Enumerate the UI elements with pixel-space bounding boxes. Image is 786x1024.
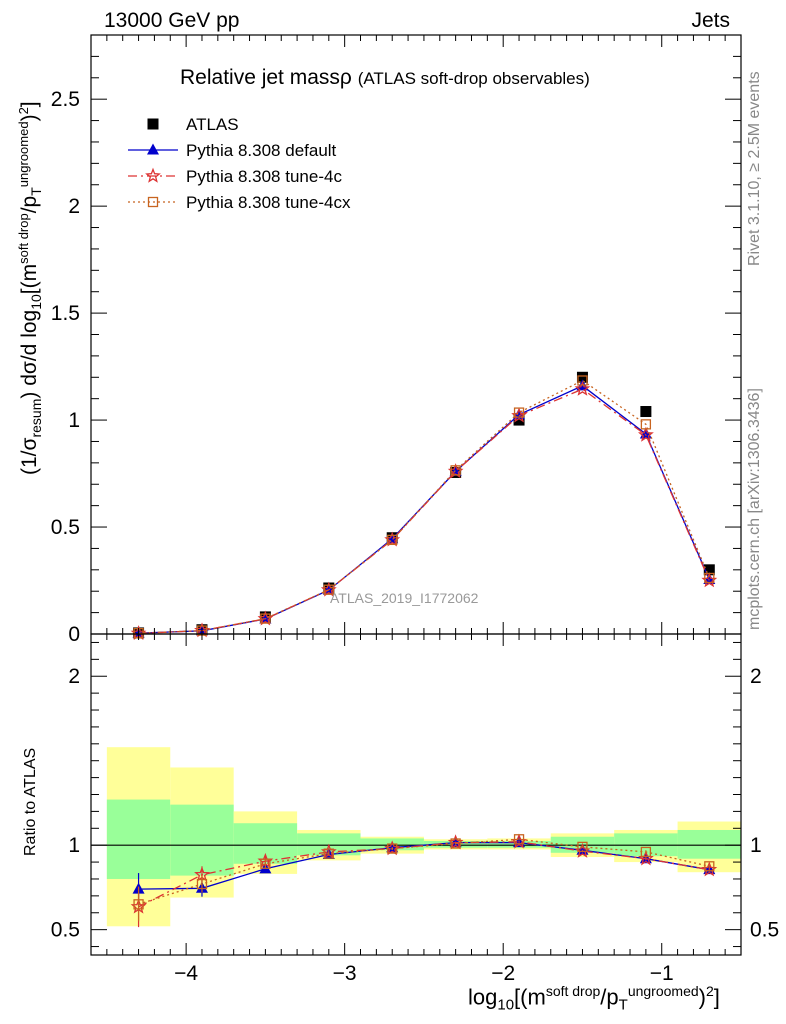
x-tick-label: −2 [491,962,515,985]
x-axis-label: log10[(msoft drop/pTungroomed)2] [468,983,720,1014]
main-point [323,584,334,595]
ratio-y-tick-label-right: 0.5 [750,919,779,942]
ratio-y-tick-label-left: 0.5 [51,919,80,942]
ratio-series-line [138,841,710,908]
ratio-point [513,834,525,845]
legend-entry: Pythia 8.308 default [128,141,337,160]
ratio-point [260,858,271,869]
ratio-point [323,848,334,859]
legend-marker [147,196,159,208]
main-point [637,426,654,442]
legend-label: Pythia 8.308 tune-4cx [186,193,351,212]
ratio-point [577,841,588,853]
mcplots-label: mcplots.cern.ch [arXiv:1306.3436] [746,388,763,630]
chart-subtitle: (ATLAS soft-drop observables) [357,69,590,88]
ratio-point [387,843,398,854]
main-point [513,414,525,426]
main-point [576,371,588,383]
main-y-tick-label: 0.5 [51,516,80,539]
main-y-tick-label: 1.5 [51,302,80,325]
main-y-tick-label: 2 [68,195,80,218]
legend-label: Pythia 8.308 default [186,141,337,160]
main-point [513,407,525,418]
ratio-series-layer [130,833,718,928]
ratio-y-tick-label-right: 2 [750,665,762,688]
legend-label: Pythia 8.308 tune-4c [186,167,342,186]
ratio-point [196,878,208,890]
legend-label: ATLAS [186,115,239,134]
main-y-tick-label: 1 [68,409,80,432]
main-point [703,564,715,576]
main-point [704,572,715,584]
chart-title-main: Relative jet massρ [180,66,352,89]
legend-marker [145,167,161,183]
main-point [387,534,398,546]
x-tick-label: −1 [650,962,674,985]
main-point [450,465,461,476]
header-process-label: 13000 GeV pp [104,9,240,32]
watermark-analysis-id: ATLAS_2019_I1772062 [330,590,479,606]
ratio-band-inner-bin [170,804,234,876]
rivet-version-label: Rivet 3.1.10, ≥ 2.5M events [746,71,763,266]
legend-marker [147,143,159,155]
main-point [260,613,271,624]
ratio-point [133,899,144,910]
main-y-tick-label: 0 [68,623,80,646]
main-series-line [138,379,710,634]
ratio-point [450,838,461,849]
ratio-band-layer [91,747,741,927]
ratio-y-tick-label-left: 1 [68,834,80,857]
main-point [640,419,652,430]
ratio-point [640,846,652,858]
legend: ATLAS Pythia 8.308 default Pythia 8.308 tu… [128,115,351,212]
y-axis-label-main: (1/σresum) dσ/d log10[(msoft drop/pTungr… [16,101,45,475]
ratio-y-tick-label-right: 1 [750,834,762,857]
legend-entry: Pythia 8.308 tune-4cx [128,193,351,212]
legend-entry: Pythia 8.308 tune-4c [128,167,342,186]
main-series-layer [130,371,718,641]
header-group-label: Jets [691,9,730,32]
y-axis-label-ratio: Ratio to ATLAS [22,747,39,856]
ratio-series-line [138,841,710,890]
ratio-point [704,861,715,872]
ratio-y-tick-label-left: 2 [68,665,80,688]
chart-title: Relative jet massρ (ATLAS soft-drop obse… [180,66,590,90]
ratio-band-inner-bin [677,829,741,859]
x-tick-label: −3 [333,962,357,985]
main-point [640,406,652,418]
main-y-tick-label: 2.5 [51,88,80,111]
legend-marker [147,118,159,130]
main-point [577,375,588,386]
ratio-series [133,834,715,922]
axis-ticks: −4 −3 −2 −1 0 0.5 1 1.5 2 2.5 0.5 0.5 1 1 2 2 [51,34,779,985]
x-tick-label: −4 [174,962,198,985]
ratio-band-inner-bin [106,799,171,879]
main-point [574,380,591,396]
legend-entry: ATLAS [147,115,239,134]
